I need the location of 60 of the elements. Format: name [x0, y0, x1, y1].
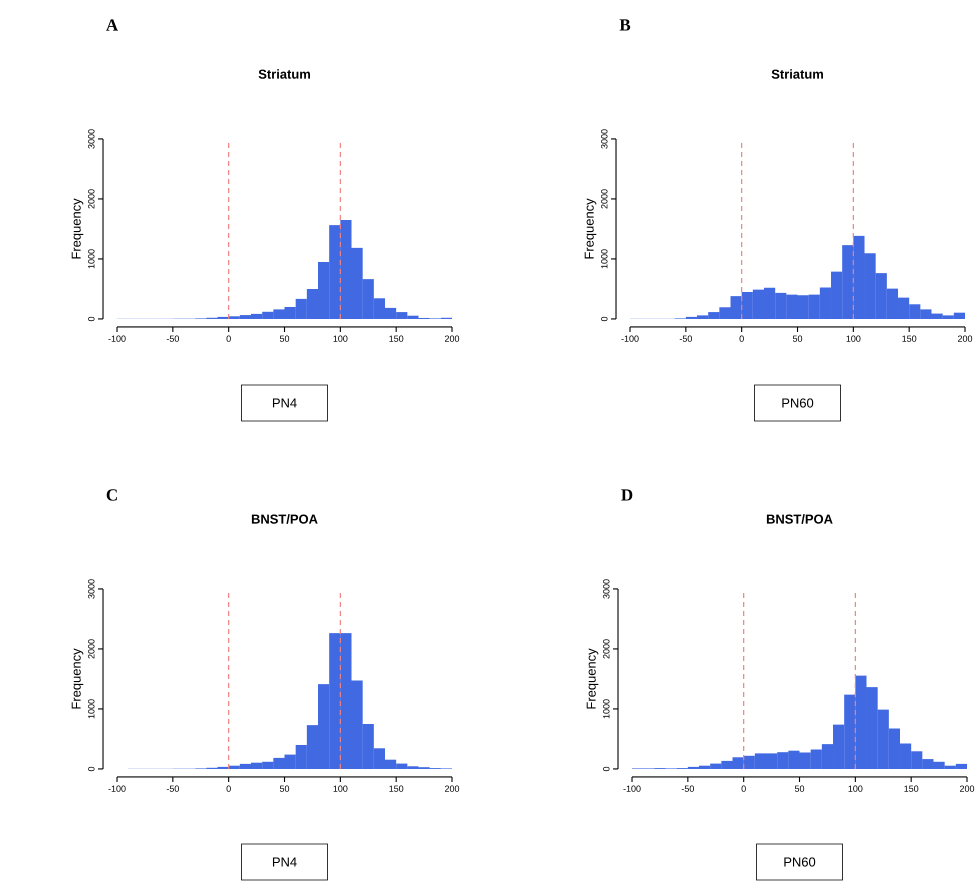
text: D	[621, 489, 632, 501]
y-tick-label: 3000	[603, 579, 610, 599]
x-tick-label: -100	[108, 335, 126, 342]
x-tick-label: 100	[334, 335, 348, 342]
x-tick-label: 100	[846, 335, 860, 342]
x-tick-label: 200	[958, 335, 972, 342]
y-tick-label: 1000	[603, 699, 610, 718]
y-tick-label: 1000	[88, 249, 94, 268]
chart-title: BNST/POA	[766, 514, 833, 524]
x-tick-label: 100	[334, 786, 348, 792]
text: PN4	[272, 858, 297, 866]
y-tick-label: 2000	[601, 189, 608, 208]
x-tick-label: -100	[623, 786, 641, 792]
y-axis-title: Frequency	[72, 198, 84, 259]
y-tick-label: 2000	[88, 639, 94, 659]
y-tick-label: 2000	[88, 189, 94, 208]
y-tick-label: 0	[88, 766, 94, 772]
text: PN60	[784, 857, 816, 867]
x-tick-label: 50	[792, 335, 802, 342]
text: PN60	[782, 398, 814, 408]
x-tick-label: 200	[444, 786, 460, 792]
chart-title: Striatum	[258, 69, 310, 79]
x-tick-label: 0	[226, 786, 231, 792]
x-tick-label: 150	[904, 786, 918, 792]
x-tick-label: 0	[742, 786, 746, 792]
x-tick-label: 100	[848, 786, 862, 792]
x-tick-label: 50	[280, 335, 290, 342]
y-axis-title: Frequency	[72, 648, 84, 709]
text: A	[106, 19, 118, 31]
text: B	[620, 19, 630, 31]
y-tick-label: 0	[88, 316, 94, 322]
x-tick-label: -100	[621, 335, 639, 342]
y-axis-title: Frequency	[586, 648, 598, 709]
y-tick-label: 3000	[601, 129, 608, 149]
text: C	[106, 489, 117, 501]
x-tick-label: -100	[108, 786, 126, 792]
y-tick-label: 1000	[601, 249, 608, 268]
y-tick-label: 3000	[88, 579, 94, 599]
y-tick-label: 1000	[88, 699, 94, 718]
x-tick-label: 150	[389, 786, 404, 792]
y-tick-label: 0	[603, 766, 610, 772]
text: PN4	[272, 398, 297, 408]
x-tick-label: 0	[740, 335, 744, 342]
x-tick-label: 0	[226, 335, 231, 342]
x-tick-label: 150	[389, 335, 404, 342]
x-tick-label: 150	[902, 335, 916, 342]
chart-title: Striatum	[772, 69, 823, 79]
x-tick-label: 50	[280, 786, 290, 792]
x-tick-label: -50	[682, 786, 694, 792]
x-tick-label: -50	[166, 335, 179, 342]
y-tick-label: 2000	[603, 639, 610, 659]
chart-title: BNST/POA	[252, 514, 318, 524]
x-tick-label: 200	[444, 335, 460, 342]
x-tick-label: 50	[794, 786, 804, 792]
y-tick-label: 0	[601, 316, 608, 322]
y-tick-label: 3000	[88, 129, 94, 149]
x-tick-label: 200	[960, 786, 974, 792]
x-tick-label: -50	[166, 786, 179, 792]
y-axis-title: Frequency	[584, 198, 596, 259]
x-tick-label: -50	[680, 335, 692, 342]
